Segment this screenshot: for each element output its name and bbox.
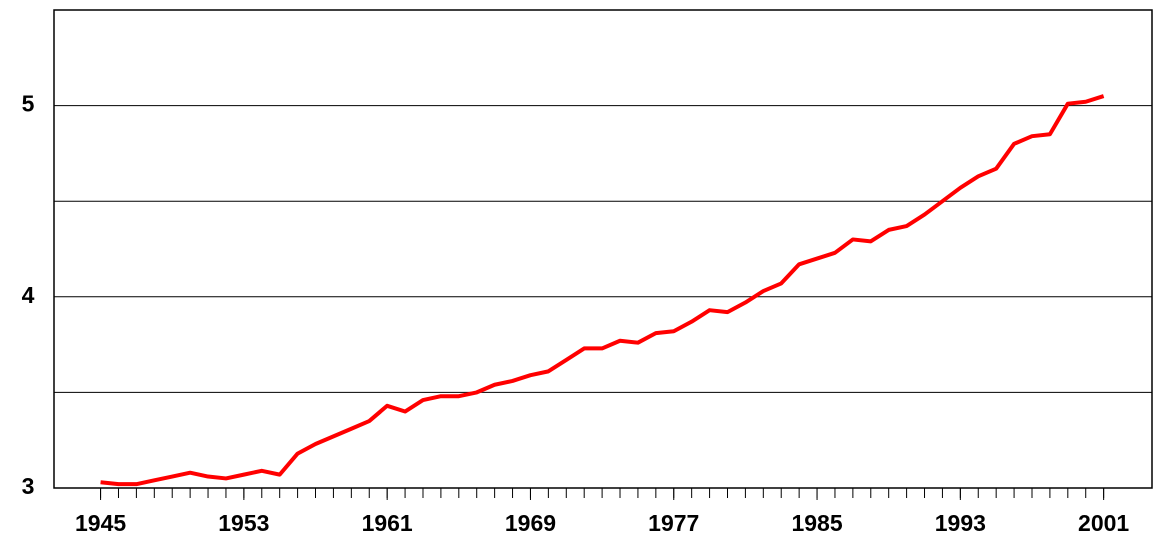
x-tick-label: 1993 (935, 510, 986, 536)
x-tick-label: 1985 (791, 510, 842, 536)
x-tick-label: 2001 (1078, 510, 1129, 536)
x-tick-label: 1953 (218, 510, 269, 536)
x-tick-label: 1977 (648, 510, 699, 536)
x-tick-label: 1961 (362, 510, 413, 536)
y-tick-label: 4 (22, 282, 35, 308)
data-line (100, 94, 1105, 487)
plot-frame (53, 9, 1153, 489)
y-tick-label: 5 (22, 91, 35, 117)
x-tick-label: 1945 (75, 510, 126, 536)
x-tick-label: 1969 (505, 510, 556, 536)
y-tick-label: 3 (22, 473, 35, 499)
